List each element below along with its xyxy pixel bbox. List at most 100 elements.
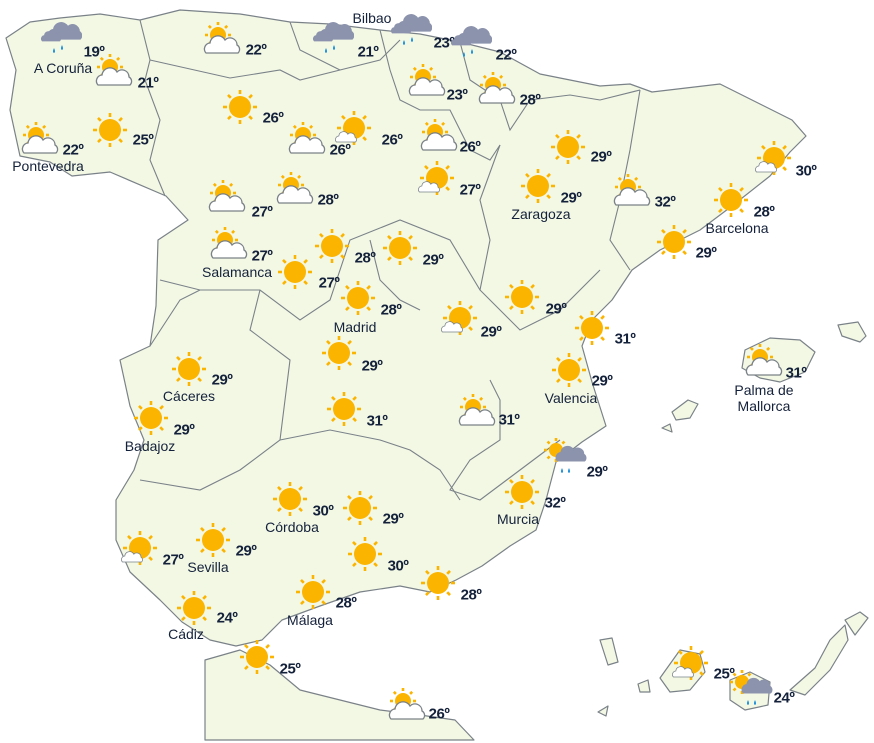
city-label: Sevilla: [187, 559, 229, 575]
la-palma-island: [599, 637, 619, 666]
partly-cloudy-icon: [415, 117, 459, 157]
city-label: Pontevedra: [12, 158, 84, 174]
temperature: 29º: [361, 357, 383, 375]
temperature: 27º: [459, 181, 481, 199]
city-label: Murcia: [496, 511, 540, 527]
city-label: Cádiz: [168, 626, 204, 642]
temperature: 25º: [279, 660, 301, 678]
temperature: 27º: [162, 551, 184, 569]
sun-icon: [500, 277, 544, 317]
temperature: 31º: [614, 330, 636, 348]
sun-icon: [343, 534, 387, 574]
temperature: 30º: [387, 557, 409, 575]
temperature: 27º: [251, 203, 273, 221]
temperature: 27º: [251, 247, 273, 265]
temperature: 26º: [459, 138, 481, 156]
temperature: 31º: [785, 364, 807, 382]
lanzarote-island: [844, 611, 869, 636]
temperature: 28º: [317, 191, 339, 209]
temperature: 31º: [366, 412, 388, 430]
sun-icon: [268, 479, 312, 519]
temperature: 28º: [460, 586, 482, 604]
temperature: 22º: [495, 46, 517, 64]
sun-icon: [378, 228, 422, 268]
temperature: 28º: [753, 203, 775, 221]
la-gomera-island: [637, 679, 651, 693]
city-label: Bilbao: [352, 10, 392, 26]
city-label: Cáceres: [162, 388, 216, 404]
sun-icon: [322, 389, 366, 429]
sun-rain-icon: [730, 670, 774, 710]
temperature: 29º: [590, 148, 612, 166]
temperature: 30º: [312, 502, 334, 520]
temperature: 26º: [381, 131, 403, 149]
city-label: Barcelona: [705, 220, 769, 236]
temperature: 29º: [560, 189, 582, 207]
city-label: Córdoba: [265, 519, 319, 535]
city-label: Valencia: [544, 390, 598, 406]
sun-icon: [167, 349, 211, 389]
menorca-island: [837, 321, 867, 343]
city-label: Palma de Mallorca: [734, 382, 794, 414]
temperature: 32º: [654, 193, 676, 211]
sun-icon: [291, 572, 335, 612]
sun-icon: [416, 563, 460, 603]
sun-rain-icon: [544, 438, 588, 478]
temperature: 29º: [211, 371, 233, 389]
temperature: 26º: [329, 141, 351, 159]
mostly-sunny-icon: [330, 110, 374, 150]
fuerteventura-island: [789, 624, 849, 696]
temperature: 22º: [62, 141, 84, 159]
partly-cloudy-icon: [90, 52, 134, 92]
partly-cloudy-icon: [383, 686, 427, 726]
rain-icon: [38, 18, 83, 58]
temperature: 28º: [354, 249, 376, 267]
temperature: 21º: [357, 43, 379, 61]
temperature: 25º: [713, 665, 735, 683]
partly-cloudy-icon: [16, 120, 60, 160]
temperature: 29º: [422, 251, 444, 269]
partly-cloudy-icon: [403, 62, 447, 102]
temperature: 26º: [262, 109, 284, 127]
temperature: 21º: [137, 74, 159, 92]
temperature: 28º: [335, 594, 357, 612]
sun-icon: [88, 110, 132, 150]
sun-icon: [336, 278, 380, 318]
city-label: Málaga: [287, 612, 333, 628]
sun-icon: [129, 398, 173, 438]
city-label: Salamanca: [201, 264, 273, 280]
city-label: A Coruña: [33, 60, 93, 76]
city-label: Badajoz: [124, 438, 176, 454]
sun-icon: [516, 166, 560, 206]
temperature: 19º: [83, 43, 105, 61]
partly-cloudy-icon: [608, 172, 652, 212]
rain-icon: [448, 22, 493, 62]
el-hierro-island: [597, 705, 609, 717]
partly-cloudy-icon: [203, 178, 247, 218]
sun-icon: [317, 333, 361, 373]
temperature: 29º: [235, 542, 257, 560]
temperature: 24º: [216, 609, 238, 627]
mostly-sunny-icon: [116, 530, 160, 570]
sun-icon: [310, 226, 354, 266]
temperature: 22º: [245, 41, 267, 59]
sun-icon: [273, 252, 317, 292]
partly-cloudy-icon: [740, 342, 784, 382]
sun-icon: [191, 520, 235, 560]
temperature: 29º: [480, 323, 502, 341]
city-label: Zaragoza: [511, 206, 571, 222]
rain-icon: [310, 18, 355, 58]
sun-icon: [218, 87, 262, 127]
temperature: 32º: [544, 494, 566, 512]
temperature: 25º: [132, 131, 154, 149]
sun-icon: [235, 637, 279, 677]
temperature: 29º: [382, 510, 404, 528]
sun-icon: [172, 588, 216, 628]
sun-icon: [570, 308, 614, 348]
partly-cloudy-icon: [453, 392, 497, 432]
temperature: 24º: [773, 689, 795, 707]
temperature: 29º: [695, 244, 717, 262]
temperature: 23º: [446, 86, 468, 104]
sun-icon: [547, 350, 591, 390]
